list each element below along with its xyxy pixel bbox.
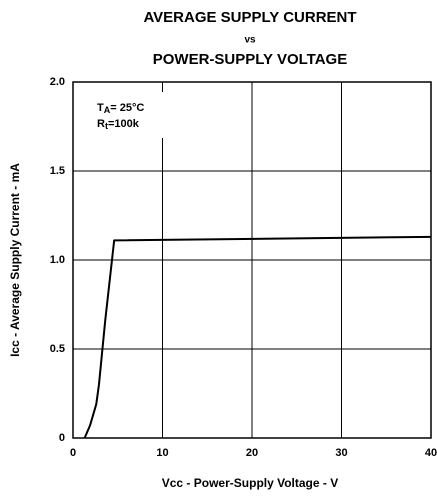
x-axis-label: Vcc - Power-Supply Voltage - V [162,476,338,490]
chart-title: POWER-SUPPLY VOLTAGE [153,51,347,68]
y-tick-label: 0 [59,432,65,444]
annotation-main: T [97,102,104,114]
x-tick-label: 30 [335,447,347,459]
annotation-main: R [97,118,105,130]
x-tick-label: 0 [70,447,76,459]
annotation-background [85,92,163,138]
y-axis-label: Icc - Average Supply Current - mA [8,163,22,357]
annotation-text: =100k [108,118,140,130]
x-tick-label: 40 [425,447,437,459]
chart-title: AVERAGE SUPPLY CURRENT [143,9,356,26]
annotation: TA= 25°C [97,102,144,115]
y-tick-label: 0.5 [50,343,65,355]
plot-frame [72,81,432,439]
y-tick-label: 2.0 [50,76,65,88]
annotation: Rt=100k [97,118,140,131]
x-tick-label: 20 [246,447,258,459]
annotation-sub: t [105,121,108,131]
chart-title: vs [244,35,256,46]
data-line [83,235,432,439]
y-tick-label: 1.5 [50,165,65,177]
annotation-sub: A [104,105,111,115]
y-tick-label: 1.0 [50,254,65,266]
x-tick-label: 10 [156,447,168,459]
annotation-text: = 25°C [110,102,144,114]
